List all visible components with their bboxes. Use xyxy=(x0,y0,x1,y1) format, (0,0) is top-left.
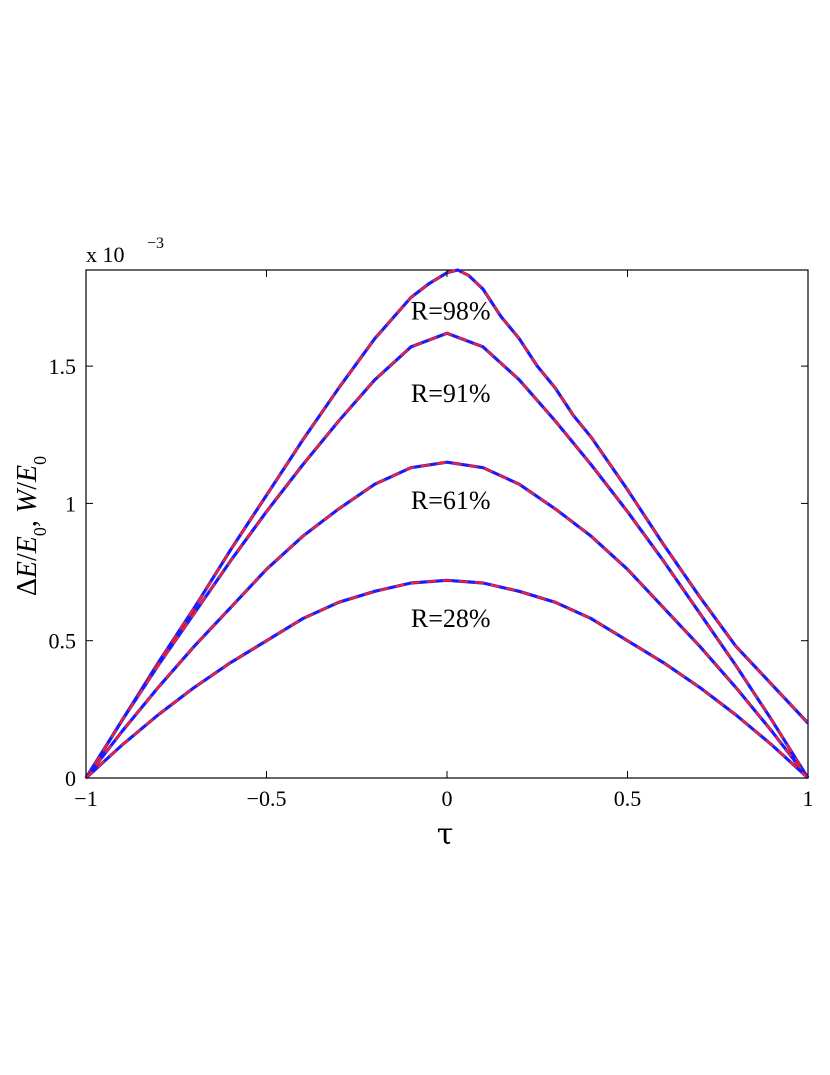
curve-label: R=98% xyxy=(411,296,491,325)
series-line-dashed xyxy=(85,268,809,779)
x-tick-label: −1 xyxy=(74,786,97,811)
svg-text:ΔE/E0, W/E0: ΔE/E0, W/E0 xyxy=(12,456,50,596)
y-exponent-power: −3 xyxy=(147,235,164,252)
y-tick-label: 1 xyxy=(65,491,76,516)
series-line-dashed xyxy=(85,332,809,779)
curve-label: R=61% xyxy=(411,486,491,515)
axes-frame xyxy=(85,269,809,779)
y-tick-label: 0.5 xyxy=(49,629,77,654)
x-axis-label: τ xyxy=(437,817,454,852)
ticks: −1 −0.5 0 0.5 1 0 0.5 1 1.5 xyxy=(49,270,814,811)
y-exponent: x 10 xyxy=(86,242,125,267)
x-tick-label: −0.5 xyxy=(247,786,287,811)
series-line-solid xyxy=(84,268,810,779)
curve-labels: R=98% R=91% R=61% R=28% xyxy=(411,296,491,633)
x-tick-label: 1 xyxy=(803,786,814,811)
series-line-dashed xyxy=(85,579,809,779)
x-tick-label: 0 xyxy=(442,786,453,811)
curves xyxy=(84,268,810,780)
y-tick-label: 1.5 xyxy=(49,354,77,379)
curve-label: R=28% xyxy=(411,604,491,633)
plot-frame xyxy=(85,269,809,779)
curve-label: R=91% xyxy=(411,379,491,408)
y-tick-label: 0 xyxy=(65,766,76,791)
x-tick-label: 0.5 xyxy=(614,786,642,811)
series-line-dashed xyxy=(85,461,809,779)
y-axis-label: ΔE/E0, W/E0 xyxy=(12,456,50,596)
